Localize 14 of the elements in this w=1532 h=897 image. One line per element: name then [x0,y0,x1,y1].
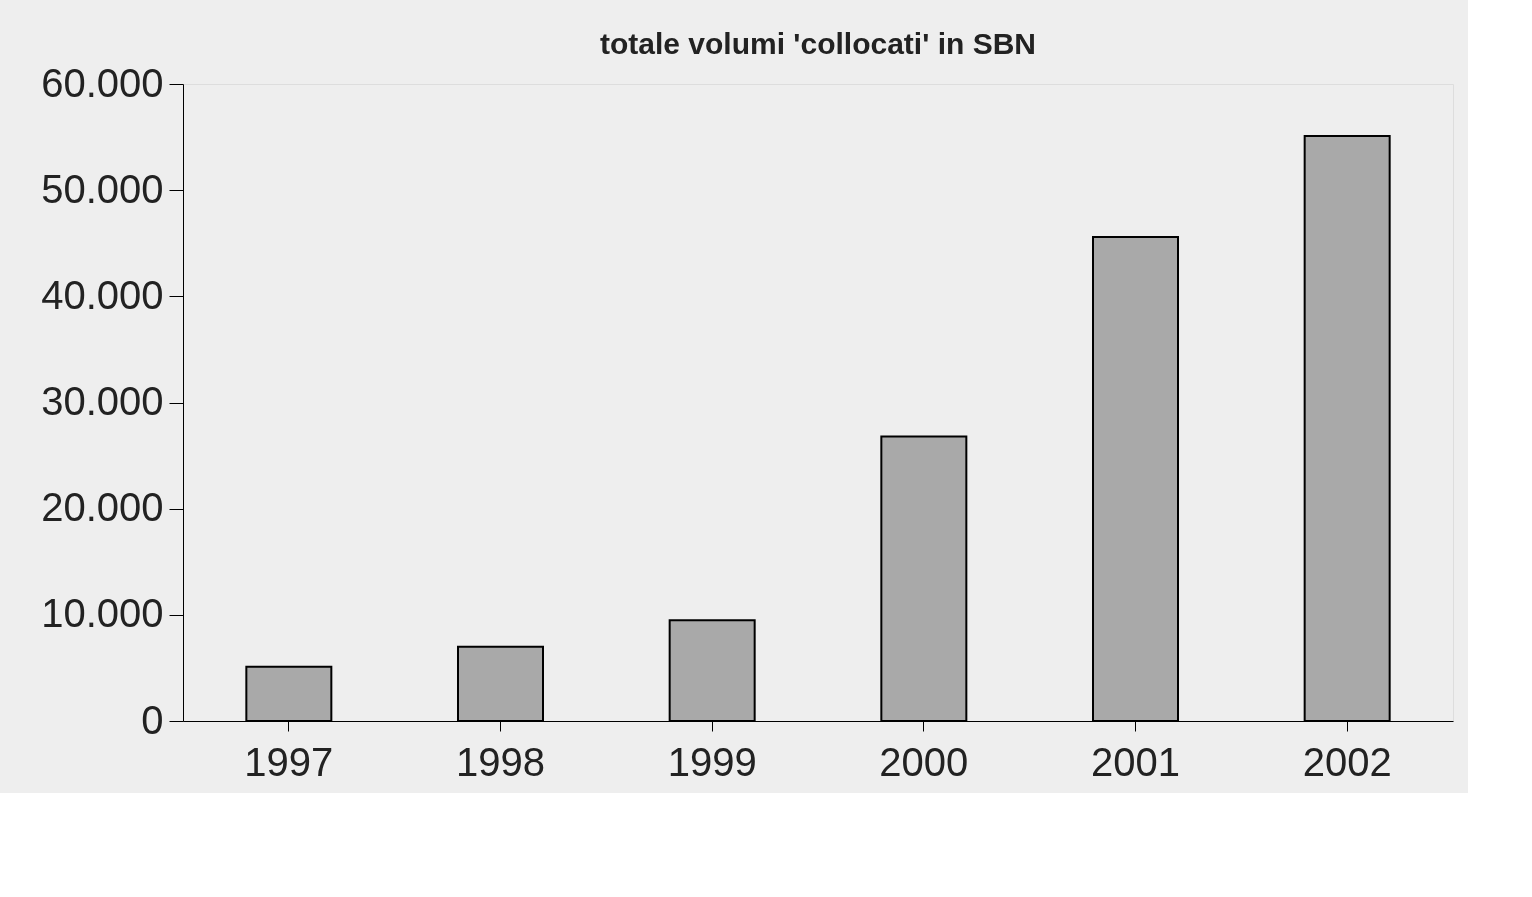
chart-title: totale volumi 'collocati' in SBN [600,27,1036,60]
y-tick-label: 20.000 [41,485,164,530]
y-tick-label: 40.000 [41,272,164,317]
y-tick-label: 30.000 [41,379,164,423]
x-tick-label: 1999 [667,739,757,784]
y-tick-label: 60.000 [41,60,164,105]
x-tick-label: 2002 [1302,739,1392,784]
x-tick-label: 2000 [879,739,969,784]
y-tick-label: 10.000 [41,591,164,636]
y-tick-label: 50.000 [41,166,164,211]
x-tick-label: 2001 [1091,739,1180,784]
y-tick-label: 0 [141,697,164,742]
x-tick-label: 1998 [456,739,545,784]
x-tick-label: 1997 [244,739,334,784]
